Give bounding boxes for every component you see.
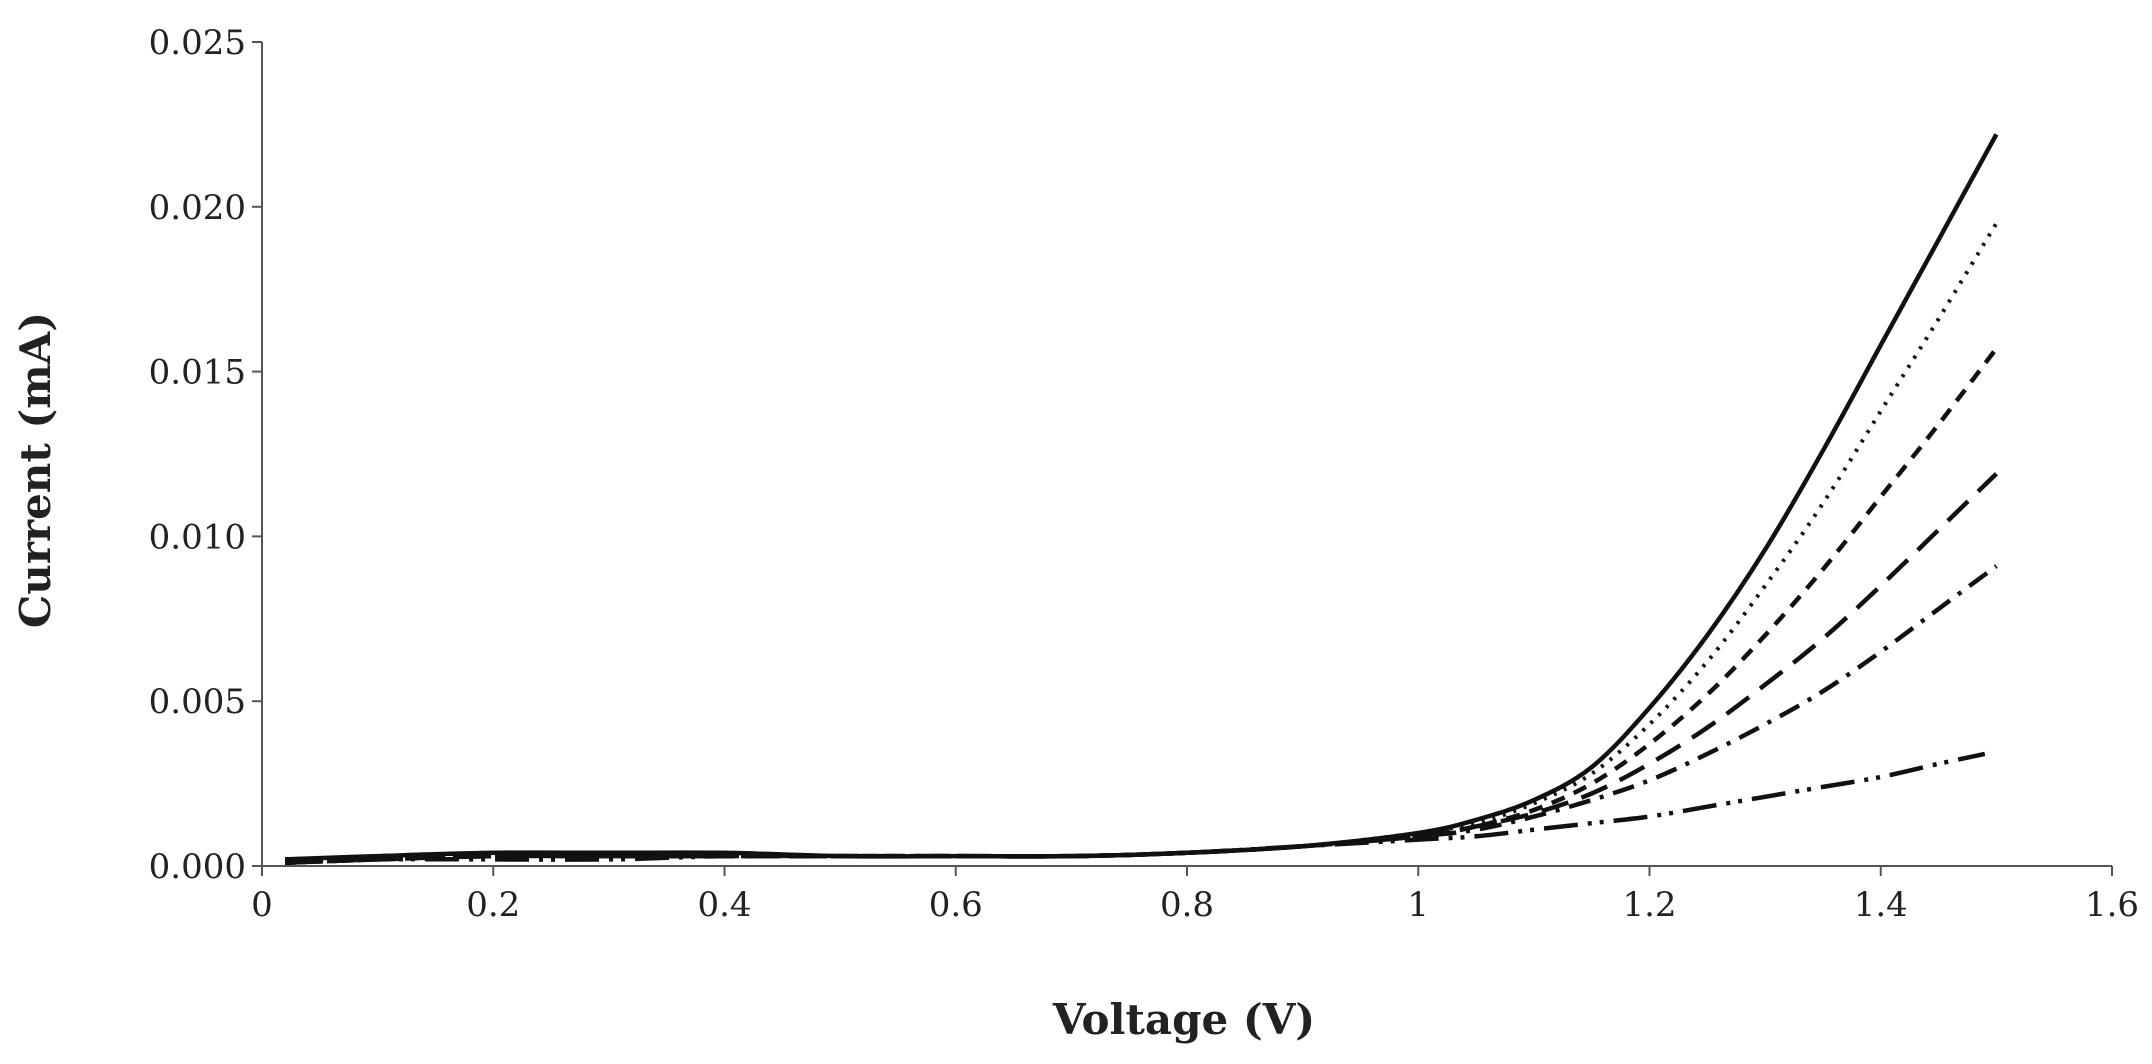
x-tick-label: 0.6: [929, 885, 983, 925]
y-tick-label: 0.005: [149, 682, 246, 722]
series-line-5: [285, 564, 1998, 865]
series-line-3: [285, 347, 1999, 865]
x-tick-label: 1: [1407, 885, 1429, 925]
y-tick-label: 0.010: [149, 517, 246, 557]
x-tick-label: 1.4: [1854, 885, 1908, 925]
x-tick-label: 1.6: [2085, 885, 2139, 925]
y-tick-label: 0.015: [149, 353, 246, 393]
series-line-4: [285, 472, 1998, 865]
x-tick-label: 1.2: [1622, 885, 1676, 925]
y-axis-title: Current (mA): [11, 312, 60, 628]
x-tick-label: 0.8: [1160, 885, 1214, 925]
axes: [252, 41, 2113, 876]
tick-labels: 0 0.2 0.4 0.6 0.8 1 1.2 1.4 1.6 0.000 0.005 0.010 0.…: [149, 23, 2139, 925]
y-tick-label: 0.000: [149, 847, 246, 887]
y-tick-label: 0.025: [149, 23, 246, 63]
x-tick-label: 0.4: [697, 885, 751, 925]
x-tick-label: 0.2: [466, 885, 520, 925]
series-lines: [285, 133, 1999, 865]
x-axis-title: Voltage (V): [1052, 995, 1315, 1044]
series-line-2: [285, 222, 1999, 862]
y-tick-label: 0.020: [149, 188, 246, 228]
series-line-6: [285, 751, 1986, 865]
x-tick-label: 0: [251, 885, 273, 925]
series-line-1: [285, 133, 1999, 862]
